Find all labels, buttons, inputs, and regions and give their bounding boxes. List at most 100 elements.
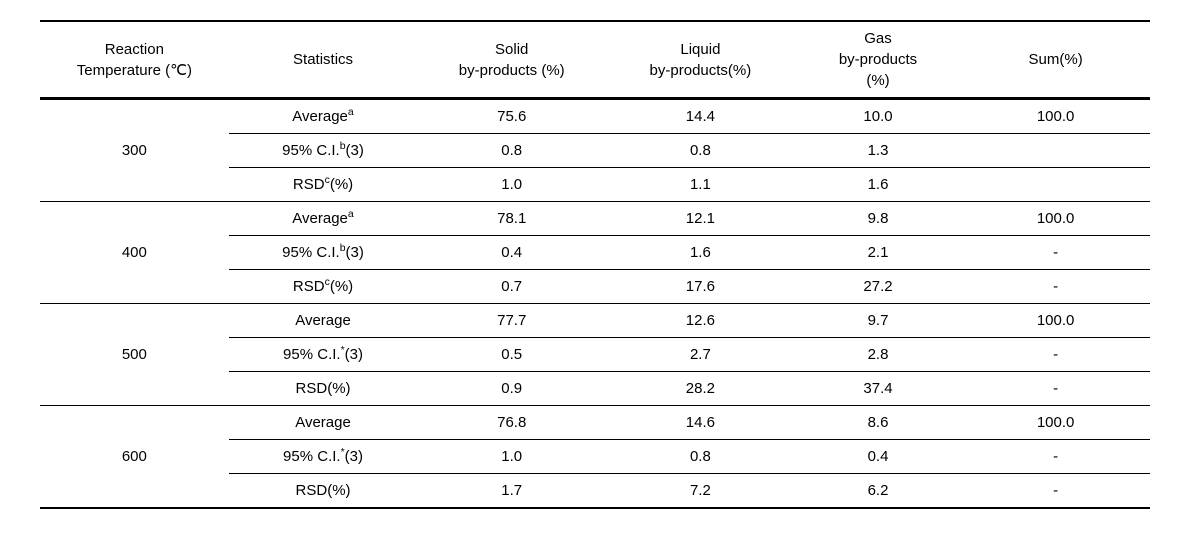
cell-sum: 100.0 [961,406,1150,440]
stat-suffix: (3) [346,142,364,159]
header-line: Reaction [105,41,164,58]
stat-label: RSD [293,176,325,193]
cell-sum [961,168,1150,202]
cell-stat: 95% C.I.b(3) [229,134,418,168]
cell-gas: 1.6 [795,168,962,202]
cell-liquid: 12.6 [606,304,795,338]
cell-gas: 2.1 [795,236,962,270]
col-header-gas: Gas by-products (%) [795,21,962,98]
cell-liquid: 2.7 [606,338,795,372]
cell-gas: 9.7 [795,304,962,338]
cell-liquid: 0.8 [606,134,795,168]
cell-gas: 6.2 [795,474,962,509]
cell-solid: 75.6 [417,99,606,134]
header-line: by-products(%) [650,62,752,79]
cell-sum: - [961,440,1150,474]
stat-superscript: a [348,106,354,118]
stat-label: 95% C.I. [283,346,341,363]
header-line: by-products [839,51,917,68]
table-row: 400Averagea78.112.19.8100.0 [40,202,1150,236]
stat-label: Average [295,414,351,431]
cell-stat: RSD(%) [229,474,418,509]
stat-label: RSD [293,278,325,295]
cell-solid: 0.9 [417,372,606,406]
cell-stat: Averagea [229,99,418,134]
cell-stat: 95% C.I.b(3) [229,236,418,270]
cell-stat: RSD(%) [229,372,418,406]
cell-gas: 37.4 [795,372,962,406]
stat-label: RSD(%) [296,380,351,397]
cell-solid: 0.4 [417,236,606,270]
cell-sum: - [961,372,1150,406]
stat-suffix: (%) [330,278,353,295]
stat-label: Average [292,210,348,227]
cell-liquid: 14.4 [606,99,795,134]
col-header-liquid: Liquid by-products(%) [606,21,795,98]
col-header-temp: Reaction Temperature (℃) [40,21,229,98]
cell-stat: 95% C.I.*(3) [229,440,418,474]
col-header-sum: Sum(%) [961,21,1150,98]
cell-liquid: 28.2 [606,372,795,406]
stat-label: RSD(%) [296,482,351,499]
header-line: Sum(%) [1029,51,1083,68]
cell-sum: 100.0 [961,202,1150,236]
cell-solid: 0.7 [417,270,606,304]
cell-solid: 1.0 [417,440,606,474]
stat-superscript: a [348,208,354,220]
cell-sum: - [961,474,1150,509]
cell-temp: 600 [40,406,229,509]
header-line: Gas [864,30,892,47]
cell-stat: Averagea [229,202,418,236]
cell-gas: 0.4 [795,440,962,474]
cell-solid: 0.5 [417,338,606,372]
stat-suffix: (3) [345,448,363,465]
header-line: (%) [866,72,889,89]
cell-liquid: 7.2 [606,474,795,509]
table-header: Reaction Temperature (℃) Statistics Solid… [40,21,1150,99]
cell-sum: - [961,270,1150,304]
cell-solid: 0.8 [417,134,606,168]
stat-label: 95% C.I. [282,244,340,261]
stat-label: 95% C.I. [283,448,341,465]
header-line: Statistics [293,51,353,68]
col-header-stat: Statistics [229,21,418,98]
cell-liquid: 12.1 [606,202,795,236]
cell-solid: 77.7 [417,304,606,338]
cell-temp: 300 [40,99,229,202]
cell-temp: 400 [40,202,229,304]
stat-suffix: (%) [330,176,353,193]
col-header-solid: Solid by-products (%) [417,21,606,98]
header-line: Temperature (℃) [77,62,192,79]
byproducts-table: Reaction Temperature (℃) Statistics Solid… [40,20,1150,509]
stat-label: Average [295,312,351,329]
stat-label: Average [292,108,348,125]
cell-gas: 27.2 [795,270,962,304]
cell-liquid: 0.8 [606,440,795,474]
cell-liquid: 1.1 [606,168,795,202]
cell-liquid: 17.6 [606,270,795,304]
stat-suffix: (3) [345,346,363,363]
cell-gas: 9.8 [795,202,962,236]
header-line: by-products (%) [459,62,565,79]
stat-suffix: (3) [346,244,364,261]
cell-sum: 100.0 [961,304,1150,338]
cell-stat: RSDc(%) [229,168,418,202]
cell-gas: 10.0 [795,99,962,134]
cell-gas: 2.8 [795,338,962,372]
cell-liquid: 14.6 [606,406,795,440]
cell-solid: 1.0 [417,168,606,202]
cell-gas: 1.3 [795,134,962,168]
cell-stat: Average [229,304,418,338]
table-body: 300Averagea75.614.410.0100.095% C.I.b(3)… [40,99,1150,508]
cell-stat: RSDc(%) [229,270,418,304]
cell-liquid: 1.6 [606,236,795,270]
header-line: Liquid [680,41,720,58]
cell-solid: 76.8 [417,406,606,440]
cell-solid: 1.7 [417,474,606,509]
cell-solid: 78.1 [417,202,606,236]
header-line: Solid [495,41,528,58]
cell-gas: 8.6 [795,406,962,440]
table-row: 500Average77.712.69.7100.0 [40,304,1150,338]
table-row: 300Averagea75.614.410.0100.0 [40,99,1150,134]
cell-stat: Average [229,406,418,440]
